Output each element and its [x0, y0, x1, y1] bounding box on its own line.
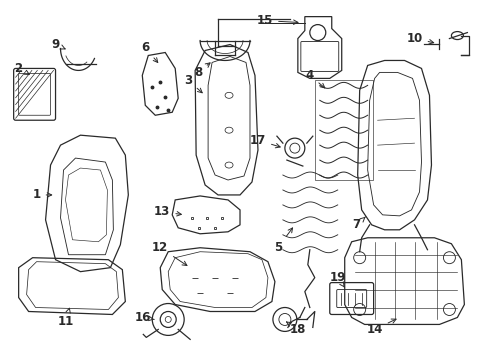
Text: 12: 12	[152, 241, 187, 266]
Text: 2: 2	[15, 62, 29, 75]
Text: 19: 19	[330, 271, 346, 287]
Text: 3: 3	[184, 74, 202, 93]
Text: 14: 14	[367, 319, 396, 336]
Text: 5: 5	[274, 228, 293, 254]
Text: 15: 15	[257, 14, 298, 27]
Text: 6: 6	[141, 41, 158, 63]
Text: 8: 8	[194, 63, 210, 79]
Text: 4: 4	[306, 69, 325, 88]
Text: 7: 7	[353, 217, 366, 231]
Text: 10: 10	[406, 32, 434, 45]
Text: 17: 17	[250, 134, 280, 148]
Text: 13: 13	[154, 205, 181, 219]
Text: 16: 16	[135, 311, 154, 324]
Text: 11: 11	[57, 308, 74, 328]
Text: 18: 18	[287, 322, 306, 336]
Text: 1: 1	[32, 188, 51, 202]
Text: 9: 9	[51, 38, 65, 51]
